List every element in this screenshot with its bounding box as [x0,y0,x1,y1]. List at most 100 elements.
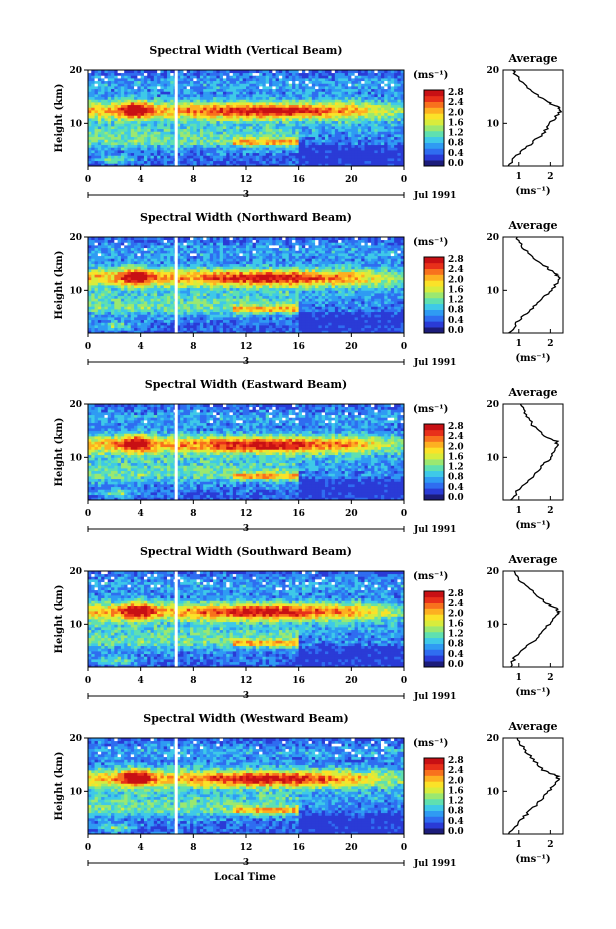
heatmap-cell [298,112,303,116]
heatmap-cell [275,142,280,146]
heatmap-cell [367,134,372,138]
heatmap-cell [219,311,224,315]
heatmap-cell [305,78,309,82]
heatmap-cell [167,110,171,114]
heatmap-cell [216,99,221,103]
heatmap-cell [147,99,151,103]
heatmap-cell [147,78,151,82]
heatmap-cell [295,128,300,132]
heatmap-cell [167,75,171,79]
heatmap-cell [117,274,122,278]
heatmap-cell [196,327,201,331]
heatmap-cell [348,96,352,100]
heatmap-cell [199,126,204,130]
heatmap-cell [176,131,181,135]
heatmap-cell [206,142,211,146]
heatmap-cell [91,253,95,257]
heatmap-cell [305,128,309,132]
heatmap-cell [203,263,207,267]
heatmap-cell [97,290,102,294]
heatmap-cell [176,139,181,143]
heatmap-cell [111,91,115,95]
heatmap-cell [114,298,119,302]
heatmap-cell [236,94,240,98]
heatmap-cell [186,306,191,310]
heatmap-cell [180,325,184,329]
heatmap-cell [236,110,240,114]
heatmap-cell [203,306,207,310]
heatmap-cell [190,155,194,159]
heatmap-cell [255,78,260,82]
heatmap-cell [160,150,165,154]
heatmap-cell [311,160,316,164]
heatmap-cell [183,274,188,278]
heatmap-cell [285,80,290,84]
heatmap-cell [91,277,95,281]
heatmap-cell [183,309,188,313]
heatmap-cell [157,78,161,82]
heatmap-cell [338,134,342,138]
heatmap-cell [150,139,155,143]
heatmap-cell [170,309,174,313]
heatmap-cell [344,160,349,164]
heatmap-cell [318,152,323,156]
heatmap-cell [196,250,201,254]
heatmap-cell [354,120,359,124]
heatmap-cell [114,86,119,90]
heatmap-cell [170,88,174,92]
heatmap-cell [249,91,253,95]
heatmap-cell [203,327,207,331]
heatmap-cell [196,131,201,135]
heatmap-cell [213,126,217,130]
heatmap-cell [252,131,257,135]
heatmap-cell [295,120,300,124]
heatmap-cell [104,290,109,294]
heatmap-cell [219,330,224,334]
heatmap-cell [229,80,234,84]
heatmap-cell [107,136,112,140]
heatmap-cell [262,91,267,95]
heatmap-cell [357,155,362,159]
heatmap-cell [252,152,257,156]
heatmap-cell [222,126,227,130]
heatmap-cell [292,142,296,146]
heatmap-cell [374,115,379,119]
heatmap-cell [111,80,115,84]
heatmap-cell [344,136,349,140]
heatmap-cell [321,152,326,156]
heatmap-cell [292,80,296,84]
heatmap-cell [338,142,342,146]
heatmap-cell [203,311,207,315]
heatmap-cell [325,80,329,84]
heatmap-cell [338,94,342,98]
heatmap-cell [334,96,339,100]
heatmap-cell [236,72,240,76]
heatmap-cell [219,96,224,100]
heatmap-cell [311,88,316,92]
heatmap-cell [242,163,247,167]
heatmap-cell [186,263,191,267]
heatmap-cell [387,104,392,108]
heatmap-cell [153,314,158,318]
heatmap-cell [236,126,240,130]
heatmap-cell [265,126,270,130]
heatmap-cell [325,155,329,159]
heatmap-cell [272,128,277,132]
heatmap-cell [114,261,119,265]
heatmap-cell [143,107,148,111]
heatmap-cell [216,247,221,251]
heatmap-cell [130,314,135,318]
heatmap-cell [374,80,379,84]
heatmap-cell [199,107,204,111]
heatmap-cell [104,136,109,140]
heatmap-cell [107,80,112,84]
heatmap-cell [341,142,346,146]
heatmap-cell [203,131,207,135]
heatmap-cell [315,136,319,140]
heatmap-cell [246,78,250,82]
heatmap-cell [282,142,286,146]
heatmap-cell [203,317,207,321]
heatmap-cell [199,250,204,254]
heatmap-cell [206,250,211,254]
heatmap-cell [183,271,188,275]
